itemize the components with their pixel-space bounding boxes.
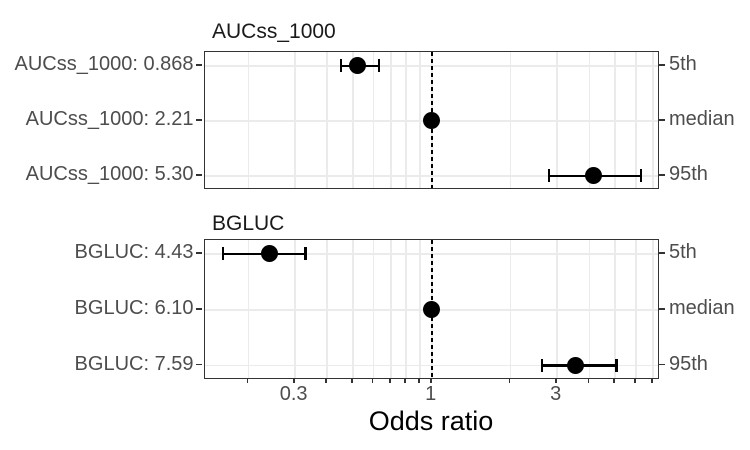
y-axis-label: BGLUC: 4.43	[74, 241, 194, 264]
gridline-vertical	[418, 240, 421, 378]
y-axis-tick	[195, 118, 202, 121]
gridline-vertical	[372, 52, 375, 188]
error-bar-cap-left	[339, 59, 343, 73]
right-axis-tick	[658, 252, 665, 254]
gridline-vertical	[588, 52, 591, 188]
y-axis-tick	[195, 252, 202, 254]
x-axis-tick	[246, 378, 249, 383]
x-axis-tick	[633, 378, 636, 383]
x-axis-tick	[292, 378, 295, 383]
y-axis-tick	[195, 307, 202, 310]
gridline-vertical	[405, 240, 408, 378]
gridline-vertical	[405, 52, 408, 188]
gridline-vertical	[247, 240, 250, 378]
gridline-vertical	[351, 52, 354, 188]
gridline-vertical	[418, 52, 421, 188]
gridline-vertical	[652, 52, 655, 188]
gridline-vertical	[652, 240, 655, 378]
data-point	[423, 301, 441, 319]
percentile-label: 5th	[669, 53, 697, 76]
x-axis-tick	[325, 378, 328, 383]
percentile-label: 95th	[669, 353, 708, 376]
error-bar-cap-right	[304, 247, 307, 261]
right-axis-tick	[658, 63, 665, 66]
error-bar-cap-right	[639, 169, 643, 183]
gridline-vertical	[555, 52, 558, 188]
x-axis-tick	[612, 378, 615, 383]
data-point	[567, 357, 585, 375]
gridline-vertical	[634, 52, 637, 188]
panel-title-bgluc: BGLUC	[212, 212, 285, 235]
gridline-vertical	[293, 240, 296, 378]
y-axis-tick	[195, 173, 202, 176]
gridline-vertical	[588, 240, 591, 378]
y-axis-label: AUCss_1000: 2.21	[25, 108, 194, 131]
x-axis-tick	[417, 378, 420, 383]
data-point	[585, 167, 603, 185]
gridline-vertical	[509, 240, 512, 378]
gridline-vertical	[326, 240, 329, 378]
error-bar-cap-right	[377, 59, 381, 73]
gridline-vertical	[390, 240, 392, 378]
x-axis-tick	[587, 378, 590, 383]
right-axis-tick	[658, 118, 665, 121]
gridline-vertical	[351, 240, 354, 378]
y-axis-tick	[195, 63, 202, 66]
gridline-vertical	[613, 240, 616, 378]
error-bar-cap-right	[615, 359, 618, 373]
right-axis-tick	[658, 363, 665, 366]
x-tick-label: 1	[425, 383, 437, 405]
x-axis-tick	[350, 378, 353, 383]
panel-title-aucss-1000: AUCss_1000	[212, 20, 336, 43]
plot-panel-aucss_1000	[204, 51, 659, 189]
error-bar-cap-left	[221, 247, 225, 261]
y-axis-label: BGLUC: 6.10	[74, 297, 194, 320]
x-axis-tick	[429, 378, 432, 383]
y-axis-label: AUCss_1000: 5.30	[25, 163, 194, 186]
gridline-vertical	[326, 52, 329, 188]
data-point	[348, 57, 366, 75]
right-axis-tick	[658, 307, 665, 310]
gridline-vertical	[555, 240, 558, 378]
gridline-vertical	[293, 52, 296, 188]
x-axis-tick	[389, 378, 391, 383]
x-axis-title: Odds ratio	[368, 406, 494, 436]
x-axis-tick	[508, 378, 511, 383]
y-axis-tick	[195, 363, 202, 366]
y-axis-label: BGLUC: 7.59	[74, 353, 194, 376]
data-point	[260, 245, 278, 263]
x-axis-tick	[371, 378, 374, 383]
gridline-vertical	[613, 52, 616, 188]
percentile-label: 95th	[669, 163, 708, 186]
x-axis-tick	[554, 378, 557, 383]
x-axis-tick	[651, 378, 654, 383]
x-tick-label: 3	[550, 383, 562, 405]
gridline-vertical	[390, 52, 392, 188]
gridline-vertical	[372, 240, 375, 378]
x-axis-tick	[404, 378, 407, 383]
error-bar-cap-left	[540, 359, 544, 373]
percentile-label: 5th	[669, 241, 697, 264]
x-tick-label: 0.3	[279, 383, 308, 405]
error-bar-cap-left	[547, 169, 551, 183]
y-axis-label: AUCss_1000: 0.868	[14, 53, 194, 76]
percentile-label: median	[669, 108, 735, 131]
gridline-vertical	[634, 240, 637, 378]
plot-panel-bgluc	[204, 239, 659, 379]
gridline-vertical	[247, 52, 250, 188]
percentile-label: median	[669, 297, 735, 320]
data-point	[423, 112, 441, 130]
gridline-vertical	[509, 52, 512, 188]
right-axis-tick	[658, 173, 665, 176]
